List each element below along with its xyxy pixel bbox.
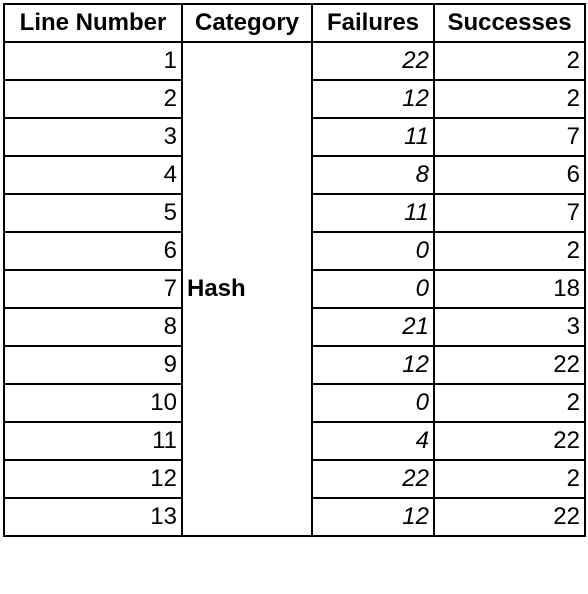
cell-line-number: 4 [3, 155, 183, 195]
cell-line-number: 12 [3, 459, 183, 499]
header-line-number: Line Number [3, 3, 183, 43]
table-row: 3 11 7 [3, 117, 586, 157]
cell-successes: 22 [433, 421, 586, 461]
cell-failures: 0 [311, 383, 435, 423]
cell-line-number: 10 [3, 383, 183, 423]
cell-successes: 2 [433, 41, 586, 81]
table-row: 7 0 18 [3, 269, 586, 309]
cell-line-number: 7 [3, 269, 183, 309]
cell-line-number: 6 [3, 231, 183, 271]
cell-failures: 4 [311, 421, 435, 461]
cell-failures: 12 [311, 79, 435, 119]
cell-successes: 2 [433, 79, 586, 119]
cell-line-number: 9 [3, 345, 183, 385]
cell-failures: 21 [311, 307, 435, 347]
table-row: 1 Hash 22 2 [3, 41, 586, 537]
cell-line-number: 1 [3, 41, 183, 81]
table-row: 11 4 22 [3, 421, 586, 461]
cell-failures: 8 [311, 155, 435, 195]
cell-line-number: 2 [3, 79, 183, 119]
cell-line-number: 11 [3, 421, 183, 461]
table-row: 10 0 2 [3, 383, 586, 423]
cell-line-number: 5 [3, 193, 183, 233]
cell-line-number: 3 [3, 117, 183, 157]
table-header: Line Number Category Failures Successes [3, 3, 586, 43]
cell-failures: 0 [311, 231, 435, 271]
cell-failures: 0 [311, 269, 435, 309]
header-category: Category [181, 3, 313, 43]
cell-successes: 22 [433, 345, 586, 385]
table-row: 5 11 7 [3, 193, 586, 233]
cell-failures: 12 [311, 497, 435, 537]
cell-line-number: 8 [3, 307, 183, 347]
cell-successes: 22 [433, 497, 586, 537]
table-row: 2 12 2 [3, 79, 586, 119]
table-body: 1 Hash 22 2 2 12 2 3 11 7 4 8 6 5 11 7 6 0 2 7 0 18 8 21 3 9 12 22 1… [3, 41, 586, 537]
cell-failures: 11 [311, 193, 435, 233]
header-failures: Failures [311, 3, 435, 43]
table-row: 9 12 22 [3, 345, 586, 385]
table-row: 13 12 22 [3, 497, 586, 537]
header-row: Line Number Category Failures Successes [3, 3, 586, 43]
cell-category: Hash [181, 41, 313, 537]
cell-successes: 7 [433, 117, 586, 157]
cell-line-number: 13 [3, 497, 183, 537]
cell-failures: 22 [311, 459, 435, 499]
cell-successes: 2 [433, 459, 586, 499]
cell-successes: 18 [433, 269, 586, 309]
table-row: 8 21 3 [3, 307, 586, 347]
cell-failures: 11 [311, 117, 435, 157]
cell-successes: 3 [433, 307, 586, 347]
results-table: Line Number Category Failures Successes … [3, 3, 586, 537]
cell-successes: 7 [433, 193, 586, 233]
cell-successes: 2 [433, 231, 586, 271]
table-row: 12 22 2 [3, 459, 586, 499]
cell-failures: 22 [311, 41, 435, 81]
header-successes: Successes [433, 3, 586, 43]
cell-failures: 12 [311, 345, 435, 385]
cell-successes: 2 [433, 383, 586, 423]
cell-successes: 6 [433, 155, 586, 195]
